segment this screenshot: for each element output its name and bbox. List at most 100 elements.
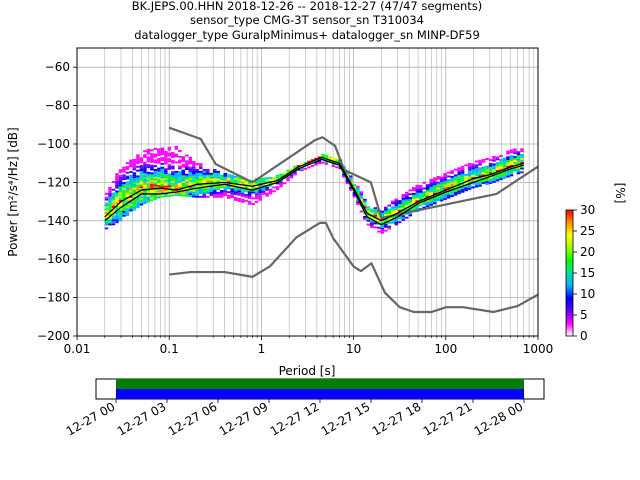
density-cell: [356, 199, 360, 202]
density-cell: [233, 187, 238, 190]
density-cell: [185, 162, 189, 165]
density-cell: [286, 177, 290, 180]
density-cell: [450, 193, 454, 196]
density-cell: [143, 171, 147, 174]
density-cell: [258, 198, 262, 201]
density-cell: [418, 194, 423, 197]
density-cell: [139, 203, 144, 206]
density-cell: [436, 175, 440, 178]
density-cell: [366, 223, 371, 226]
density-cell: [178, 175, 182, 177]
density-cell: [104, 192, 109, 195]
density-cell: [122, 176, 126, 179]
density-cell: [223, 178, 227, 181]
density-cell: [230, 178, 234, 181]
density-cell: [146, 156, 151, 159]
density-cell: [439, 189, 444, 192]
density-cell: [474, 185, 479, 188]
density-cell: [219, 193, 224, 196]
density-cell: [150, 172, 154, 175]
density-cell: [516, 151, 521, 154]
density-cell: [268, 177, 273, 180]
density-cell: [314, 161, 318, 164]
density-cell: [436, 177, 440, 180]
density-cell: [352, 184, 357, 187]
density-cell: [174, 188, 179, 191]
density-cell: [265, 186, 269, 189]
density-cell: [171, 152, 175, 155]
density-cell: [209, 190, 213, 192]
density-cell: [478, 175, 482, 178]
density-cell: [195, 172, 200, 175]
density-cell: [164, 177, 168, 180]
density-cell: [446, 192, 451, 195]
density-cell: [209, 193, 213, 196]
density-cell: [157, 194, 161, 197]
density-cell: [164, 162, 168, 165]
density-cell: [457, 178, 461, 181]
density-cell: [230, 190, 234, 193]
density-cell: [185, 160, 189, 163]
density-cell: [453, 168, 458, 171]
density-cell: [143, 202, 147, 205]
density-cell: [174, 186, 179, 189]
density-cell: [244, 194, 248, 197]
density-cell: [111, 206, 116, 208]
density-cell: [132, 201, 137, 204]
density-cell: [457, 190, 461, 193]
density-cell: [261, 179, 266, 182]
density-cell: [115, 205, 119, 208]
density-cell: [394, 198, 399, 201]
coverage-tick-label: 12-27 00: [64, 399, 118, 438]
density-cell: [153, 192, 158, 194]
density-cell: [481, 180, 486, 182]
density-cell: [199, 192, 203, 194]
density-cell: [244, 186, 248, 189]
density-cell: [174, 193, 179, 196]
density-cell: [125, 177, 130, 180]
density-cell: [118, 217, 123, 220]
density-cell: [233, 177, 238, 180]
density-cell: [513, 156, 517, 159]
density-cell: [429, 180, 433, 183]
density-cell: [439, 182, 444, 185]
density-cell: [157, 181, 161, 183]
density-cell: [520, 165, 524, 168]
density-cell: [146, 166, 151, 169]
density-cell: [226, 177, 231, 180]
density-cell: [432, 187, 437, 189]
density-cell: [178, 184, 182, 187]
density-cell: [418, 202, 423, 205]
density-cell: [212, 178, 217, 181]
density-cell: [401, 194, 406, 196]
density-cell: [181, 175, 186, 178]
density-cell: [199, 165, 203, 168]
density-cell: [185, 187, 189, 190]
density-cell: [254, 185, 259, 188]
density-cell: [467, 172, 472, 175]
density-cell: [181, 179, 186, 182]
density-cell: [132, 199, 137, 202]
density-cell: [478, 163, 482, 166]
density-cell: [143, 194, 147, 197]
density-cell: [146, 148, 151, 151]
density-cell: [164, 170, 168, 173]
density-cell: [485, 171, 489, 174]
density-cell: [265, 192, 269, 195]
density-cell: [164, 168, 168, 171]
density-cell: [237, 180, 241, 183]
density-cell: [289, 176, 294, 179]
density-cell: [164, 191, 168, 194]
density-cell: [125, 204, 130, 207]
density-cell: [199, 195, 203, 198]
density-cell: [502, 174, 507, 177]
density-cell: [181, 163, 186, 166]
density-cell: [104, 196, 109, 199]
density-cell: [115, 175, 119, 178]
density-cell: [136, 202, 140, 205]
density-cell: [171, 165, 175, 168]
density-cell: [157, 179, 161, 182]
density-cell: [254, 197, 259, 200]
density-cell: [488, 174, 493, 177]
density-cell: [286, 169, 290, 172]
